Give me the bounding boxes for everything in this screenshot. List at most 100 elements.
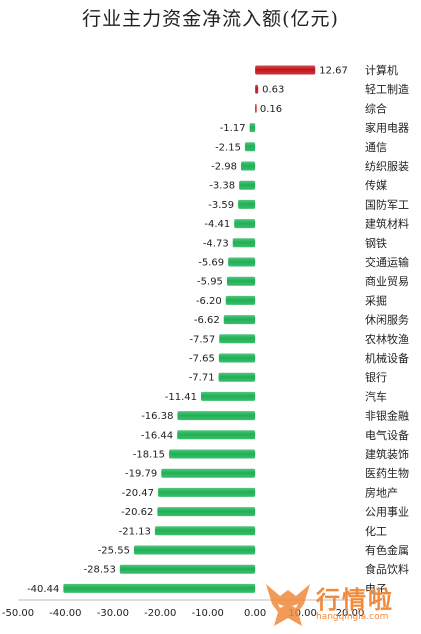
value-label: -28.53 [84, 565, 116, 576]
category-label: 通信 [365, 141, 387, 154]
category-label: 化工 [365, 524, 387, 538]
bar-商业贸易 [226, 276, 256, 286]
bar-交通运输 [228, 257, 256, 267]
value-label: 0.16 [260, 104, 282, 115]
value-label: -4.73 [203, 238, 229, 249]
category-label: 轻工制造 [365, 82, 409, 96]
bar-房地产 [158, 487, 256, 497]
value-label: -18.15 [133, 450, 165, 461]
category-label: 汽车 [365, 389, 387, 403]
category-label: 医药生物 [365, 466, 409, 480]
value-label: -4.41 [204, 219, 230, 230]
bar-化工 [154, 526, 256, 536]
labels-layer: 12.67 计算机 0.63 轻工制造 0.16 综合 -1.17 家用电器 -2.15 通信 -2… [27, 63, 409, 595]
category-label: 家用电器 [365, 121, 409, 135]
bar-休闲服务 [223, 315, 256, 325]
fox-logo-icon [266, 584, 310, 626]
x-axis: -50.00 -40.00 -30.00 -20.00 -10.00 0.00 10.00 2… [2, 599, 365, 619]
value-label: -16.38 [141, 411, 173, 422]
watermark-logo: 行情啦 hangqingla.com [262, 578, 417, 630]
category-label: 综合 [365, 101, 387, 115]
category-label: 银行 [365, 370, 387, 384]
value-label: -16.44 [141, 430, 173, 441]
value-label: -5.69 [198, 258, 224, 269]
chart-title: 行业主力资金净流入额(亿元) [82, 8, 339, 30]
value-label: -7.71 [189, 373, 215, 384]
bar-非银金融 [177, 411, 256, 421]
value-label: 12.67 [319, 66, 348, 77]
category-label: 有色金属 [365, 543, 409, 557]
value-label: -6.62 [194, 315, 220, 326]
value-label: -25.55 [98, 546, 130, 557]
bar-食品饮料 [119, 564, 256, 574]
value-label: -11.41 [165, 392, 197, 403]
value-label: -7.65 [189, 354, 215, 365]
category-label: 公用事业 [365, 506, 409, 519]
value-label: -2.15 [215, 142, 241, 153]
category-label: 国防军工 [365, 197, 409, 211]
bar-公用事业 [157, 507, 256, 517]
x-tick-label: -10.00 [192, 608, 224, 619]
bar-综合 [255, 103, 257, 113]
category-label: 休闲服务 [365, 313, 409, 327]
bar-医药生物 [161, 468, 256, 478]
x-tick-label: 20.00 [336, 608, 365, 619]
category-label: 房地产 [365, 485, 398, 499]
value-label: -21.13 [119, 526, 151, 537]
category-label: 计算机 [365, 63, 398, 77]
bar-传媒 [239, 180, 256, 190]
bar-计算机 [255, 65, 316, 75]
category-label: 电子 [365, 582, 387, 595]
bar-有色金属 [133, 545, 256, 555]
value-label: -20.47 [122, 488, 154, 499]
x-tick-label: 0.00 [244, 608, 266, 619]
value-label: -3.59 [208, 200, 234, 211]
bar-轻工制造 [255, 84, 259, 94]
bar-机械设备 [218, 353, 256, 363]
bar-农林牧渔 [219, 334, 256, 344]
watermark-text: 行情啦 [316, 586, 394, 614]
x-tick-label: 10.00 [288, 608, 317, 619]
value-label: -7.57 [189, 334, 215, 345]
category-label: 非银金融 [365, 409, 409, 423]
bar-国防军工 [238, 199, 256, 209]
category-label: 钢铁 [365, 237, 387, 250]
x-tick-label: -20.00 [144, 608, 176, 619]
value-label: -19.79 [125, 469, 157, 480]
category-label: 建筑材料 [365, 217, 409, 231]
bar-银行 [218, 372, 256, 382]
category-label: 商业贸易 [365, 274, 409, 288]
category-label: 机械设备 [365, 351, 409, 365]
bar-通信 [244, 142, 256, 152]
value-label: -20.62 [121, 507, 153, 518]
value-label: -6.20 [196, 296, 222, 307]
category-label: 农林牧渔 [365, 332, 409, 346]
category-label: 建筑装饰 [365, 447, 409, 461]
value-label: -40.44 [27, 584, 59, 595]
category-label: 采掘 [365, 293, 387, 307]
value-label: -1.17 [220, 123, 246, 134]
bar-家用电器 [249, 123, 256, 133]
bar-电子 [63, 583, 256, 593]
bar-电气设备 [177, 430, 256, 440]
value-label: 0.63 [262, 85, 284, 96]
category-label: 电气设备 [365, 428, 409, 442]
value-label: -5.95 [197, 277, 223, 288]
bar-纺织服装 [241, 161, 256, 171]
bar-建筑材料 [234, 219, 256, 229]
x-tick-label: -30.00 [97, 608, 129, 619]
bar-汽车 [201, 391, 256, 401]
bar-采掘 [225, 295, 256, 305]
x-tick-label: -40.00 [49, 608, 81, 619]
x-tick-label: -50.00 [2, 608, 34, 619]
category-label: 食品饮料 [365, 562, 409, 576]
category-label: 交通运输 [365, 255, 409, 269]
category-label: 传媒 [365, 179, 387, 192]
value-label: -2.98 [211, 162, 237, 173]
category-label: 纺织服装 [365, 159, 409, 173]
bar-钢铁 [232, 238, 256, 248]
value-label: -3.38 [209, 181, 235, 192]
watermark-url: hangqingla.com [316, 612, 389, 622]
bar-建筑装饰 [169, 449, 256, 459]
